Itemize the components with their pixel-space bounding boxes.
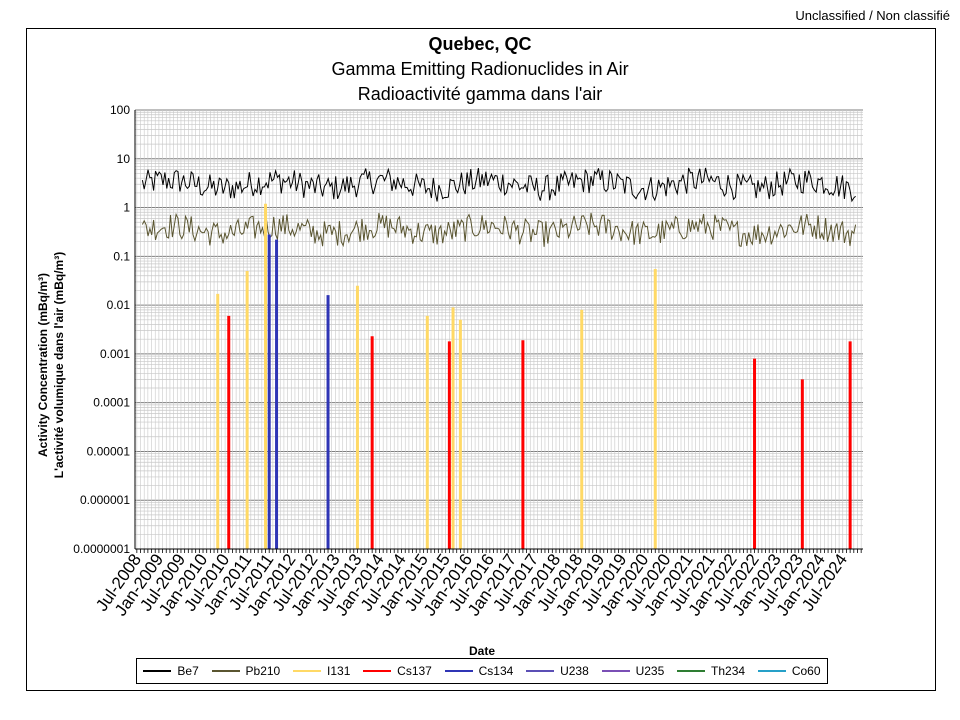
chart-title: Quebec, QC — [428, 34, 532, 54]
legend-item-u238: U238 — [526, 664, 589, 678]
legend-item-u235: U235 — [601, 664, 665, 678]
legend-swatch — [143, 670, 172, 672]
y-tick-label: 100 — [110, 103, 130, 117]
legend-label: Cs137 — [397, 664, 432, 678]
legend-swatch — [677, 670, 706, 672]
legend-swatch — [293, 670, 322, 672]
legend-swatch — [526, 670, 555, 672]
legend-item-be7: Be7 — [143, 664, 199, 678]
legend-label: I131 — [327, 664, 351, 678]
legend-item-th234: Th234 — [677, 664, 745, 678]
y-tick-label: 1 — [123, 201, 130, 215]
legend-swatch — [363, 670, 392, 672]
legend-swatch — [757, 670, 786, 672]
legend-label: U238 — [560, 664, 589, 678]
series-line-be7 — [141, 167, 856, 203]
y-tick-label: 10 — [117, 152, 131, 166]
legend-item-cs134: Cs134 — [444, 664, 514, 678]
chart-legend: Be7 Pb210 I131 Cs137 Cs134 U238 U235 Th234 Co60 — [136, 658, 828, 684]
legend-swatch — [444, 670, 473, 672]
legend-label: Cs134 — [478, 664, 514, 678]
legend-swatch — [601, 670, 630, 672]
legend-label: Pb210 — [245, 664, 281, 678]
y-tick-label: 0.000001 — [80, 493, 130, 507]
legend-label: Be7 — [177, 664, 199, 678]
y-tick-label: 0.1 — [113, 249, 130, 263]
chart-subtitle-en: Gamma Emitting Radionuclides in Air — [331, 59, 629, 79]
y-tick-label: 0.0001 — [93, 396, 130, 410]
y-tick-label: 0.0000001 — [73, 542, 130, 556]
chart-frame — [26, 28, 936, 691]
legend-item-pb210: Pb210 — [211, 664, 281, 678]
y-tick-label: 0.001 — [100, 347, 130, 361]
y-tick-label: 0.01 — [107, 298, 131, 312]
series-line-pb210 — [141, 212, 857, 248]
legend-item-cs137: Cs137 — [363, 664, 432, 678]
y-axis-label-en: Activity Concentration (mBq/m³) — [36, 273, 50, 457]
y-tick-label: 0.00001 — [87, 444, 131, 458]
x-axis-label: Date — [469, 644, 495, 658]
y-axis-label-fr: L'activité volumique dans l'air (mBq/m³) — [52, 252, 66, 478]
legend-item-i131: I131 — [293, 664, 350, 678]
legend-swatch — [211, 670, 240, 672]
chart-subtitle-fr: Radioactivité gamma dans l'air — [357, 84, 603, 104]
classification-label: Unclassified / Non classifié — [795, 8, 950, 23]
legend-label: Th234 — [711, 664, 746, 678]
legend-label: Co60 — [791, 664, 821, 678]
legend-item-co60: Co60 — [757, 664, 821, 678]
legend-label: U235 — [635, 664, 665, 678]
